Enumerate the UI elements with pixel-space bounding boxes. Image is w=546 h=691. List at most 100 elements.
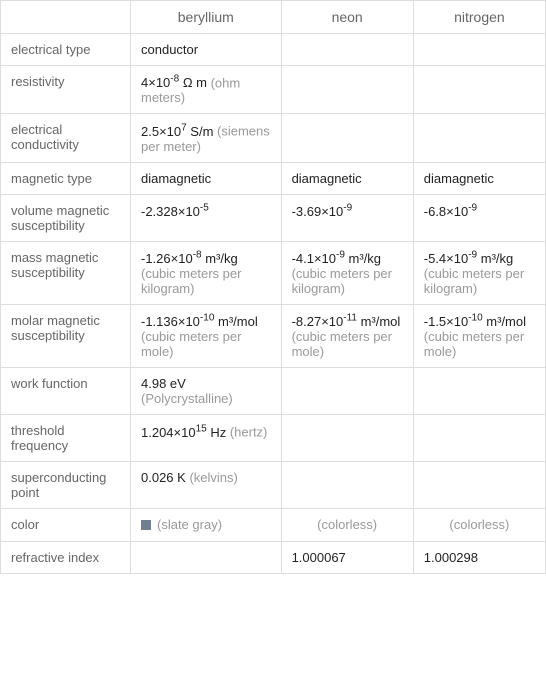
cell-value: conductor xyxy=(141,42,198,57)
cell-exponent: -9 xyxy=(343,203,352,214)
cell-value: diamagnetic xyxy=(141,171,211,186)
cell-unit: (cubic meters per mole) xyxy=(424,329,524,359)
table-row: electrical conductivity2.5×107 S/m (siem… xyxy=(1,114,546,162)
cell-text: (colorless) xyxy=(424,517,535,532)
cell-exponent: 7 xyxy=(181,122,187,133)
cell-value: -6.8×10-9 xyxy=(424,204,477,219)
cell-exponent: -9 xyxy=(468,250,477,261)
cell-value: -1.26×10-8 m³/kg xyxy=(141,251,238,266)
row-label: work function xyxy=(1,368,131,415)
row-label: resistivity xyxy=(1,66,131,114)
table-cell: diamagnetic xyxy=(413,162,545,194)
cell-exponent: -9 xyxy=(336,250,345,261)
table-cell: 1.000298 xyxy=(413,541,545,573)
table-header-row: berylliumneonnitrogen xyxy=(1,1,546,34)
cell-value: -5.4×10-9 m³/kg xyxy=(424,251,513,266)
cell-value: 2.5×107 S/m xyxy=(141,124,213,139)
cell-value: -8.27×10-11 m³/mol xyxy=(292,314,401,329)
table-cell: -5.4×10-9 m³/kg (cubic meters per kilogr… xyxy=(413,241,545,304)
cell-value: 0.026 K xyxy=(141,470,186,485)
cell-exponent: -8 xyxy=(193,250,202,261)
cell-value: diamagnetic xyxy=(424,171,494,186)
row-label: superconducting point xyxy=(1,462,131,509)
cell-value: 1.000067 xyxy=(292,550,346,565)
properties-table: berylliumneonnitrogenelectrical type cond… xyxy=(0,0,546,574)
cell-value: 1.000298 xyxy=(424,550,478,565)
cell-unit: (cubic meters per kilogram) xyxy=(424,266,524,296)
table-cell xyxy=(413,415,545,462)
cell-exponent: -10 xyxy=(468,313,482,324)
cell-value: 4.98 eV xyxy=(141,376,186,391)
table-cell xyxy=(413,114,545,162)
table-cell: diamagnetic xyxy=(131,162,282,194)
color-swatch xyxy=(141,520,151,530)
table-cell: 4.98 eV (Polycrystalline) xyxy=(131,368,282,415)
cell-text: (colorless) xyxy=(292,517,403,532)
table-row: magnetic type diamagnetic diamagnetic diama… xyxy=(1,162,546,194)
table-cell: -1.26×10-8 m³/kg (cubic meters per kilog… xyxy=(131,241,282,304)
table-cell: -6.8×10-9 xyxy=(413,194,545,241)
cell-exponent: -11 xyxy=(343,313,357,324)
row-label: electrical conductivity xyxy=(1,114,131,162)
table-cell: (colorless) xyxy=(281,509,413,542)
row-label: volume magnetic susceptibility xyxy=(1,194,131,241)
cell-unit: (cubic meters per kilogram) xyxy=(141,266,241,296)
table-row: superconducting point0.026 K (kelvins) xyxy=(1,462,546,509)
table-cell: -8.27×10-11 m³/mol (cubic meters per mol… xyxy=(281,304,413,367)
table-cell: -1.5×10-10 m³/mol (cubic meters per mole… xyxy=(413,304,545,367)
table-cell: -3.69×10-9 xyxy=(281,194,413,241)
table-cell: -2.328×10-5 xyxy=(131,194,282,241)
table-row: color(slate gray)(colorless)(colorless) xyxy=(1,509,546,542)
row-label: molar magnetic susceptibility xyxy=(1,304,131,367)
table-cell xyxy=(131,541,282,573)
row-label: refractive index xyxy=(1,541,131,573)
table-cell: (slate gray) xyxy=(131,509,282,542)
table-cell: 2.5×107 S/m (siemens per meter) xyxy=(131,114,282,162)
cell-value: diamagnetic xyxy=(292,171,362,186)
cell-unit: (cubic meters per mole) xyxy=(292,329,392,359)
table-cell xyxy=(413,462,545,509)
row-label: electrical type xyxy=(1,34,131,66)
table-cell: diamagnetic xyxy=(281,162,413,194)
table-cell xyxy=(281,66,413,114)
cell-exponent: -5 xyxy=(200,203,209,214)
table-row: resistivity4×10-8 Ω m (ohm meters) xyxy=(1,66,546,114)
header-neon: neon xyxy=(281,1,413,34)
table-cell xyxy=(281,114,413,162)
table-row: volume magnetic susceptibility-2.328×10-… xyxy=(1,194,546,241)
row-label: threshold frequency xyxy=(1,415,131,462)
cell-unit: (Polycrystalline) xyxy=(141,391,233,406)
cell-unit: (hertz) xyxy=(226,425,267,440)
cell-value: -3.69×10-9 xyxy=(292,204,353,219)
table-cell xyxy=(281,368,413,415)
row-label: magnetic type xyxy=(1,162,131,194)
table-cell: -4.1×10-9 m³/kg (cubic meters per kilogr… xyxy=(281,241,413,304)
table-cell xyxy=(281,462,413,509)
table-row: electrical type conductor xyxy=(1,34,546,66)
row-label: mass magnetic susceptibility xyxy=(1,241,131,304)
cell-value: 1.204×1015 Hz xyxy=(141,425,226,440)
table-cell xyxy=(413,34,545,66)
table-row: work function4.98 eV (Polycrystalline) xyxy=(1,368,546,415)
table-body: berylliumneonnitrogenelectrical type cond… xyxy=(1,1,546,574)
color-value: (slate gray) xyxy=(141,517,222,532)
table-row: mass magnetic susceptibility-1.26×10-8 m… xyxy=(1,241,546,304)
table-row: molar magnetic susceptibility-1.136×10-1… xyxy=(1,304,546,367)
cell-unit: (cubic meters per kilogram) xyxy=(292,266,392,296)
table-cell: 0.026 K (kelvins) xyxy=(131,462,282,509)
cell-value: -4.1×10-9 m³/kg xyxy=(292,251,381,266)
table-cell: (colorless) xyxy=(413,509,545,542)
cell-unit: (kelvins) xyxy=(186,470,238,485)
table-cell xyxy=(413,66,545,114)
table-cell xyxy=(413,368,545,415)
table-cell: 4×10-8 Ω m (ohm meters) xyxy=(131,66,282,114)
table-cell: conductor xyxy=(131,34,282,66)
table-row: refractive index 1.000067 1.000298 xyxy=(1,541,546,573)
cell-value: -1.5×10-10 m³/mol xyxy=(424,314,526,329)
table-cell: 1.000067 xyxy=(281,541,413,573)
table-cell xyxy=(281,415,413,462)
cell-exponent: -8 xyxy=(170,74,179,85)
cell-exponent: 15 xyxy=(196,423,207,434)
header-nitrogen: nitrogen xyxy=(413,1,545,34)
table-row: threshold frequency 1.204×1015 Hz (hertz) xyxy=(1,415,546,462)
